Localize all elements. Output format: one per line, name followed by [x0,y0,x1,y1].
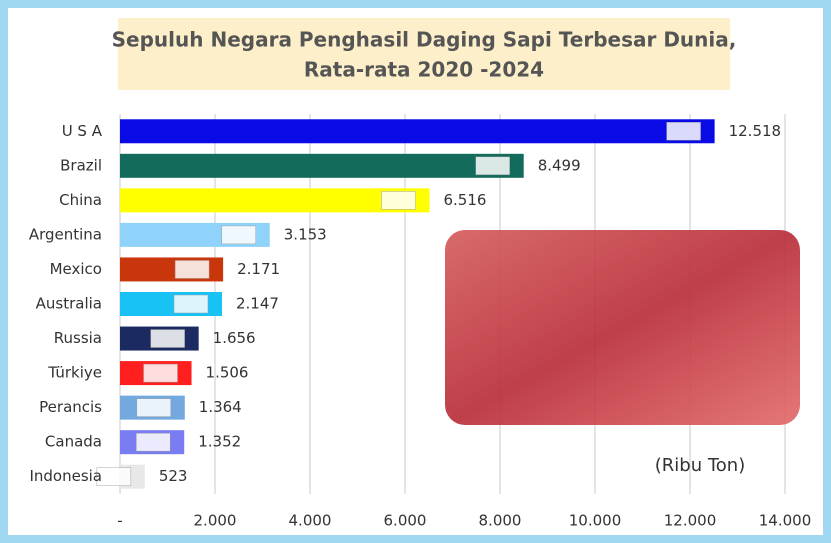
flag [135,432,171,452]
y-tick-label: Türkiye [47,364,102,382]
value-label: 8.499 [538,156,581,174]
value-label: 6.516 [444,191,487,209]
y-tick-label: Indonesia [29,467,102,485]
chart-title: Sepuluh Negara Penghasil Daging Sapi Ter… [112,28,737,52]
annotation: (Ribu Ton) [655,455,745,476]
y-tick-label: U S A [62,122,103,140]
grid [96,114,786,494]
bar [120,153,524,178]
y-tick-label: Brazil [60,156,102,174]
flag [150,329,185,348]
flag [381,191,416,210]
flag [96,467,132,486]
chart-title: Rata-rata 2020 -2024 [304,58,544,82]
x-tick-label: - [117,512,122,530]
x-tick-label: 2.000 [194,512,237,530]
x-tick-label: 10.000 [569,512,622,530]
flag [136,398,172,417]
bar [120,119,715,144]
y-tick-label: China [59,191,102,209]
title-box [118,18,730,90]
value-label: 523 [159,467,188,485]
y-tick-label: Argentina [29,225,102,243]
flag [221,225,257,245]
x-tick-label: 12.000 [664,512,717,530]
y-tick-label: Russia [54,329,102,347]
flag [173,294,209,314]
meat-image [445,230,800,425]
flag [475,156,510,176]
value-label: 2.147 [236,295,279,313]
value-label: 3.153 [284,225,327,243]
flag [174,260,210,279]
x-tick-label: 8.000 [479,512,522,530]
value-label: 12.518 [729,122,782,140]
y-tick-label: Canada [45,433,102,451]
bar [120,188,430,213]
x-tick-label: 4.000 [289,512,332,530]
value-label: 2.171 [237,260,280,278]
x-tick-label: 6.000 [384,512,427,530]
value-label: 1.364 [199,398,242,416]
flag [143,363,178,383]
x-tick-label: 14.000 [759,512,812,530]
y-tick-label: Australia [36,295,102,313]
y-tick-label: Perancis [39,398,102,416]
value-label: 1.506 [206,364,249,382]
value-label: 1.352 [198,433,241,451]
value-label: 1.656 [213,329,256,347]
flag [666,122,701,141]
y-tick-label: Mexico [50,260,102,278]
